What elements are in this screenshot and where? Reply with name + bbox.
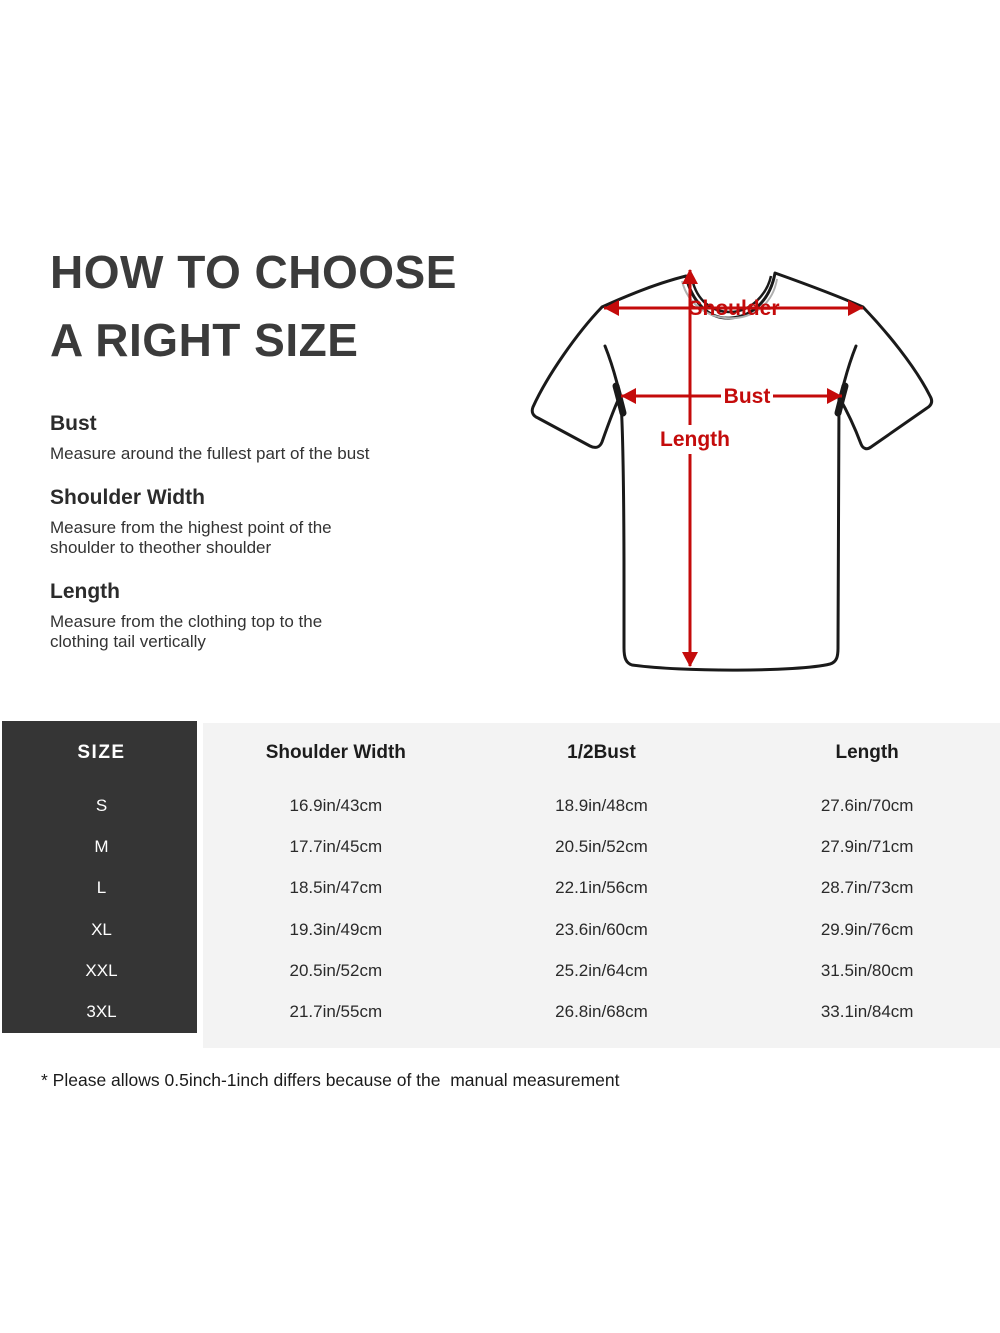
cell-half-bust: 18.9in/48cm [555, 795, 648, 815]
cell-length: 27.6in/70cm [820, 795, 914, 815]
measurement-disclaimer: * Please allows 0.5inch-1inch differs be… [41, 1070, 620, 1090]
measurement-instructions: Bust Measure around the fullest part of … [50, 412, 490, 674]
column-header-shoulder-width: Shoulder Width [265, 742, 406, 763]
cell-size: 3XL [86, 1002, 117, 1022]
cell-shoulder-width: 21.7in/55cm [289, 1002, 383, 1022]
length-label-backing [653, 425, 738, 454]
table-body-background [203, 723, 1000, 1048]
shoulder-label: Shoulder [688, 297, 779, 320]
shoulder-arrowhead-left-icon [604, 300, 619, 316]
cell-length: 29.9in/76cm [820, 919, 914, 939]
cell-length: 33.1in/84cm [820, 1002, 914, 1022]
table-row: XXL 20.5in/52cm 25.2in/64cm 31.5in/80cm [0, 950, 1000, 991]
shoulder-arrowhead-right-icon [848, 300, 863, 316]
size-column-background [2, 721, 197, 1033]
column-header-length: Length [835, 742, 899, 763]
size-chart-table: SIZE Shoulder Width 1/2Bust Length S 16.9… [0, 721, 1000, 1051]
page-title-line2: A RIGHT SIZE [50, 314, 359, 366]
instruction-text-shoulder-width: Measure from the highest point of the sh… [50, 517, 332, 558]
instruction-heading-length: Length [50, 579, 120, 603]
instruction-heading-shoulder-width: Shoulder Width [50, 485, 205, 509]
table-row: M 17.7in/45cm 20.5in/52cm 27.9in/71cm [0, 826, 1000, 867]
table-row: S 16.9in/43cm 18.9in/48cm 27.6in/70cm [0, 785, 1000, 826]
cell-size: XXL [85, 960, 118, 980]
cell-shoulder-width: 16.9in/43cm [289, 795, 383, 815]
bust-label-backing [721, 382, 773, 409]
cell-shoulder-width: 20.5in/52cm [289, 960, 383, 980]
tshirt-outline-drawing [530, 271, 934, 672]
instruction-text-bust: Measure around the fullest part of the b… [50, 444, 370, 463]
length-arrowhead-down-icon [682, 652, 698, 667]
column-header-half-bust: 1/2Bust [567, 742, 636, 763]
cell-shoulder-width: 18.5in/47cm [289, 878, 383, 898]
cell-length: 27.9in/71cm [820, 836, 914, 856]
table-header-row: SIZE Shoulder Width 1/2Bust Length [0, 721, 1000, 785]
cell-half-bust: 23.6in/60cm [555, 919, 648, 939]
cell-size: L [96, 878, 107, 898]
instruction-heading-bust: Bust [50, 412, 97, 435]
tshirt-measurement-diagram: Shoulder Bust Length [530, 269, 934, 672]
page-title-line1: HOW TO CHOOSE [50, 246, 457, 298]
bust-label: Bust [724, 385, 771, 408]
cell-length: 31.5in/80cm [820, 960, 914, 980]
cell-half-bust: 22.1in/56cm [555, 878, 648, 898]
length-arrowhead-up-icon [682, 269, 698, 284]
table-row: L 18.5in/47cm 22.1in/56cm 28.7in/73cm [0, 868, 1000, 909]
cell-shoulder-width: 19.3in/49cm [289, 919, 383, 939]
cell-size: XL [91, 919, 112, 939]
column-header-size: SIZE [77, 742, 126, 763]
cell-half-bust: 26.8in/68cm [555, 1002, 648, 1022]
cell-half-bust: 20.5in/52cm [555, 836, 648, 856]
table-row: 3XL 21.7in/55cm 26.8in/68cm 33.1in/84cm [0, 992, 1000, 1033]
page-title: HOW TO CHOOSE A RIGHT SIZE [50, 238, 457, 374]
cell-shoulder-width: 17.7in/45cm [289, 836, 383, 856]
bust-arrowhead-left-icon [621, 388, 636, 404]
bust-arrowhead-right-icon [827, 388, 842, 404]
size-table-rows: S 16.9in/43cm 18.9in/48cm 27.6in/70cm M 17.7i… [0, 785, 1000, 1033]
cell-half-bust: 25.2in/64cm [555, 960, 648, 980]
length-label: Length [660, 428, 730, 451]
cell-size: M [94, 836, 109, 856]
table-row: XL 19.3in/49cm 23.6in/60cm 29.9in/76cm [0, 909, 1000, 950]
cell-length: 28.7in/73cm [820, 878, 914, 898]
cell-size: S [95, 795, 108, 815]
instruction-text-length: Measure from the clothing top to the clo… [50, 611, 323, 652]
